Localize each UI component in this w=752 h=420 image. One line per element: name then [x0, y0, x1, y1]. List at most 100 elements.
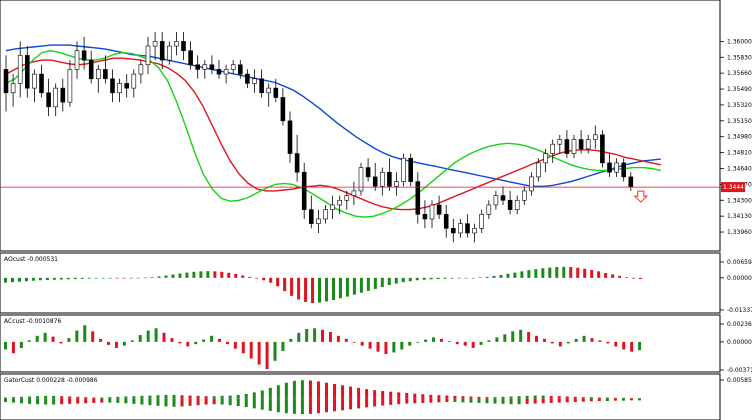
histogram-bar — [499, 274, 503, 278]
histogram-bar — [80, 277, 84, 279]
histogram-bar — [122, 341, 126, 346]
histogram-bar — [143, 277, 147, 279]
histogram-bar — [192, 271, 196, 278]
gator-lower-bar — [637, 398, 641, 401]
histogram-bar — [99, 338, 103, 342]
histogram-bar — [199, 271, 203, 278]
histogram-bar — [227, 272, 231, 278]
candle-body — [358, 167, 364, 192]
candle-body — [103, 69, 108, 80]
candle-body — [472, 228, 477, 234]
price-tick-label: 1.35830 — [727, 54, 752, 61]
candle-body — [145, 45, 151, 66]
gator-lower-bar — [365, 398, 369, 408]
gator-upper-bar — [421, 394, 425, 399]
candle-body — [188, 50, 193, 66]
candle-body — [507, 199, 513, 210]
histogram-bar — [360, 341, 364, 346]
candle-body — [17, 55, 23, 84]
gator-lower-bar — [493, 398, 497, 404]
candle-body — [223, 69, 229, 75]
price-tick-label: 1.35490 — [727, 86, 752, 93]
candle-body — [174, 41, 179, 47]
candle-body — [408, 157, 414, 182]
gator-upper-bar — [413, 393, 417, 399]
gator-upper-bar — [573, 396, 577, 399]
histogram-bar — [66, 277, 70, 280]
gator-upper-bar — [236, 394, 240, 399]
gator-upper-bar — [493, 397, 497, 399]
histogram-bar — [91, 331, 95, 342]
histogram-bar — [478, 277, 482, 278]
gator-upper-bar — [28, 396, 32, 399]
histogram-bar — [269, 277, 273, 283]
histogram-bar — [566, 341, 570, 344]
gator-upper-bar — [341, 385, 345, 399]
gator-lower-bar — [36, 398, 40, 405]
gator-lower-bar — [52, 398, 56, 405]
histogram-bar — [24, 277, 28, 282]
gator-upper-bar — [621, 397, 625, 399]
histogram-bar — [311, 277, 315, 304]
gator-upper-bar — [12, 397, 16, 399]
histogram-bar — [487, 340, 491, 342]
candle-body — [529, 176, 534, 192]
price-tick-label: 1.33960 — [727, 229, 752, 236]
candle-body — [465, 223, 470, 234]
candle-body — [458, 223, 463, 234]
histogram-bar — [87, 277, 91, 279]
gator-lower-bar — [461, 398, 465, 403]
gator-lower-bar — [501, 398, 505, 404]
price-tick-label: 1.34810 — [727, 150, 752, 157]
gator-lower-bar — [341, 398, 345, 411]
histogram-bar — [35, 335, 39, 342]
accust-panel — [0, 314, 721, 373]
gator-lower-bar — [268, 398, 272, 411]
indicator-tick-label: 0.000000 — [727, 275, 752, 282]
gator-lower-bar — [68, 398, 72, 404]
gator-upper-bar — [124, 396, 128, 399]
histogram-bar — [170, 338, 174, 342]
candle-body — [280, 97, 286, 122]
candle-body — [195, 64, 200, 70]
histogram-bar — [122, 277, 126, 279]
candle-body — [10, 83, 16, 94]
gator-lower-bar — [373, 398, 377, 407]
histogram-bar — [218, 338, 221, 342]
candle-body — [110, 78, 115, 94]
gator-lower-bar — [236, 398, 240, 407]
histogram-bar — [101, 277, 105, 279]
gator-upper-bar — [605, 397, 609, 399]
candle-body — [429, 204, 435, 220]
candle-body — [53, 87, 59, 108]
histogram-bar — [178, 273, 182, 278]
histogram-bar — [625, 277, 629, 278]
gatorcust-bars — [4, 380, 641, 415]
candle-body — [564, 139, 570, 154]
candle-body — [550, 143, 556, 154]
candle-body — [81, 50, 87, 61]
candle-body — [259, 78, 264, 94]
histogram-bar — [606, 341, 610, 344]
gator-upper-bar — [196, 395, 200, 399]
candle-body — [372, 176, 378, 187]
histogram-bar — [257, 341, 261, 365]
histogram-bar — [17, 277, 21, 282]
histogram-bar — [213, 271, 217, 278]
gator-upper-bar — [316, 381, 320, 399]
candle-body — [96, 69, 101, 80]
candle-body — [117, 83, 122, 94]
histogram-bar — [27, 340, 31, 342]
gator-lower-bar — [228, 398, 232, 406]
histogram-bar — [457, 277, 461, 279]
histogram-bar — [511, 331, 515, 342]
candle-body — [266, 87, 272, 94]
gator-upper-bar — [132, 396, 136, 399]
histogram-bar — [318, 277, 322, 303]
aocust-label: AOcust -0.000531 — [4, 256, 58, 263]
histogram-bar — [51, 336, 55, 342]
gator-lower-bar — [589, 398, 593, 402]
gator-lower-bar — [180, 398, 184, 407]
gator-upper-bar — [349, 386, 353, 399]
gator-upper-bar — [260, 390, 264, 399]
